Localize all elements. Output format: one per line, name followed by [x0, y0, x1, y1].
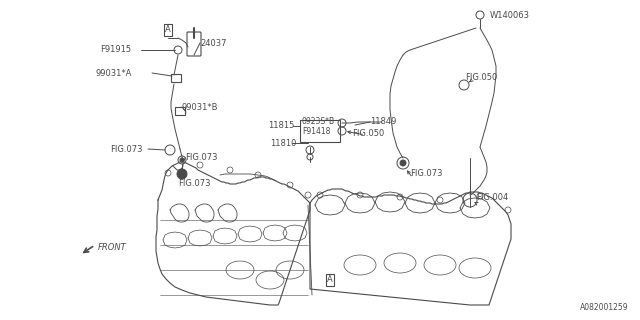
Text: A: A [327, 276, 333, 284]
Text: 99031*B: 99031*B [182, 102, 218, 111]
Bar [300, 120, 340, 142]
Text: 11810: 11810 [270, 139, 296, 148]
Text: F91915: F91915 [100, 45, 131, 54]
Circle shape [180, 158, 184, 162]
Bar [171, 74, 181, 82]
Text: F91418: F91418 [302, 126, 330, 135]
Text: 0923S*B: 0923S*B [302, 117, 335, 126]
Text: 11815: 11815 [268, 122, 294, 131]
Text: A: A [165, 26, 171, 35]
Text: FRONT: FRONT [98, 244, 127, 252]
Text: W140063: W140063 [490, 11, 530, 20]
Text: 99031*A: 99031*A [95, 68, 131, 77]
Circle shape [177, 169, 187, 179]
Text: FIG.073: FIG.073 [185, 154, 218, 163]
Text: FIG.073: FIG.073 [410, 169, 442, 178]
Text: 11849: 11849 [370, 117, 396, 126]
Text: FIG.050: FIG.050 [465, 73, 497, 82]
Text: FIG.073: FIG.073 [110, 145, 143, 154]
Text: FIG.073: FIG.073 [178, 179, 211, 188]
Circle shape [400, 160, 406, 166]
Text: 24037: 24037 [200, 38, 227, 47]
Text: FIG.050: FIG.050 [352, 130, 384, 139]
Bar [175, 107, 185, 115]
Text: FIG.004: FIG.004 [476, 194, 508, 203]
Text: A082001259: A082001259 [580, 303, 628, 313]
